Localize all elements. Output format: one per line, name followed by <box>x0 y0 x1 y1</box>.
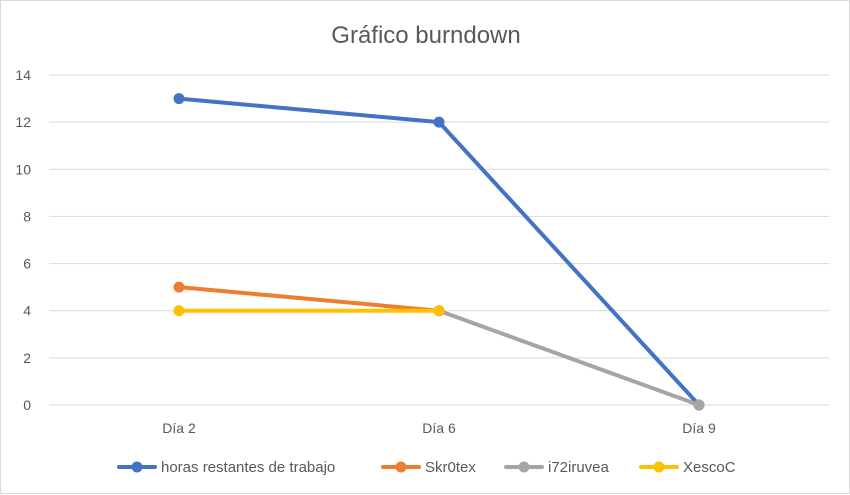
y-tick-label: 14 <box>15 67 31 83</box>
series-XescoC <box>173 305 445 317</box>
legend-item: Skr0tex <box>381 459 476 476</box>
legend-label: i72iruvea <box>548 459 610 476</box>
chart-title: Gráfico burndown <box>331 22 520 49</box>
legend-label: XescoC <box>683 459 736 476</box>
legend-item: XescoC <box>639 459 736 476</box>
legend-item: horas restantes de trabajo <box>117 459 335 476</box>
y-tick-label: 10 <box>15 161 31 177</box>
x-tick-label: Día 2 <box>162 420 196 436</box>
series-line <box>437 308 701 407</box>
legend-swatch-marker <box>653 461 665 473</box>
y-tick-label: 12 <box>15 114 31 130</box>
data-point <box>433 305 445 317</box>
series-horas restantes de trabajo <box>173 93 705 411</box>
data-point <box>173 281 185 293</box>
data-point <box>173 305 185 317</box>
y-tick-label: 2 <box>23 350 31 366</box>
series-line <box>177 96 701 407</box>
legend-label: horas restantes de trabajo <box>161 459 335 476</box>
legend-label: Skr0tex <box>425 459 476 476</box>
y-tick-label: 6 <box>23 256 31 272</box>
legend-swatch-marker <box>395 461 407 473</box>
y-tick-label: 8 <box>23 208 31 224</box>
data-point <box>173 93 185 105</box>
legend-swatch-marker <box>518 461 530 473</box>
data-point <box>433 116 445 128</box>
series-line <box>177 285 441 313</box>
data-point <box>693 399 705 411</box>
x-tick-label: Día 9 <box>682 420 716 436</box>
x-tick-label: Día 6 <box>422 420 456 436</box>
legend-item: i72iruvea <box>504 459 610 476</box>
legend-swatch-marker <box>131 461 143 473</box>
y-tick-label: 4 <box>23 303 31 319</box>
y-tick-label: 0 <box>23 397 31 413</box>
